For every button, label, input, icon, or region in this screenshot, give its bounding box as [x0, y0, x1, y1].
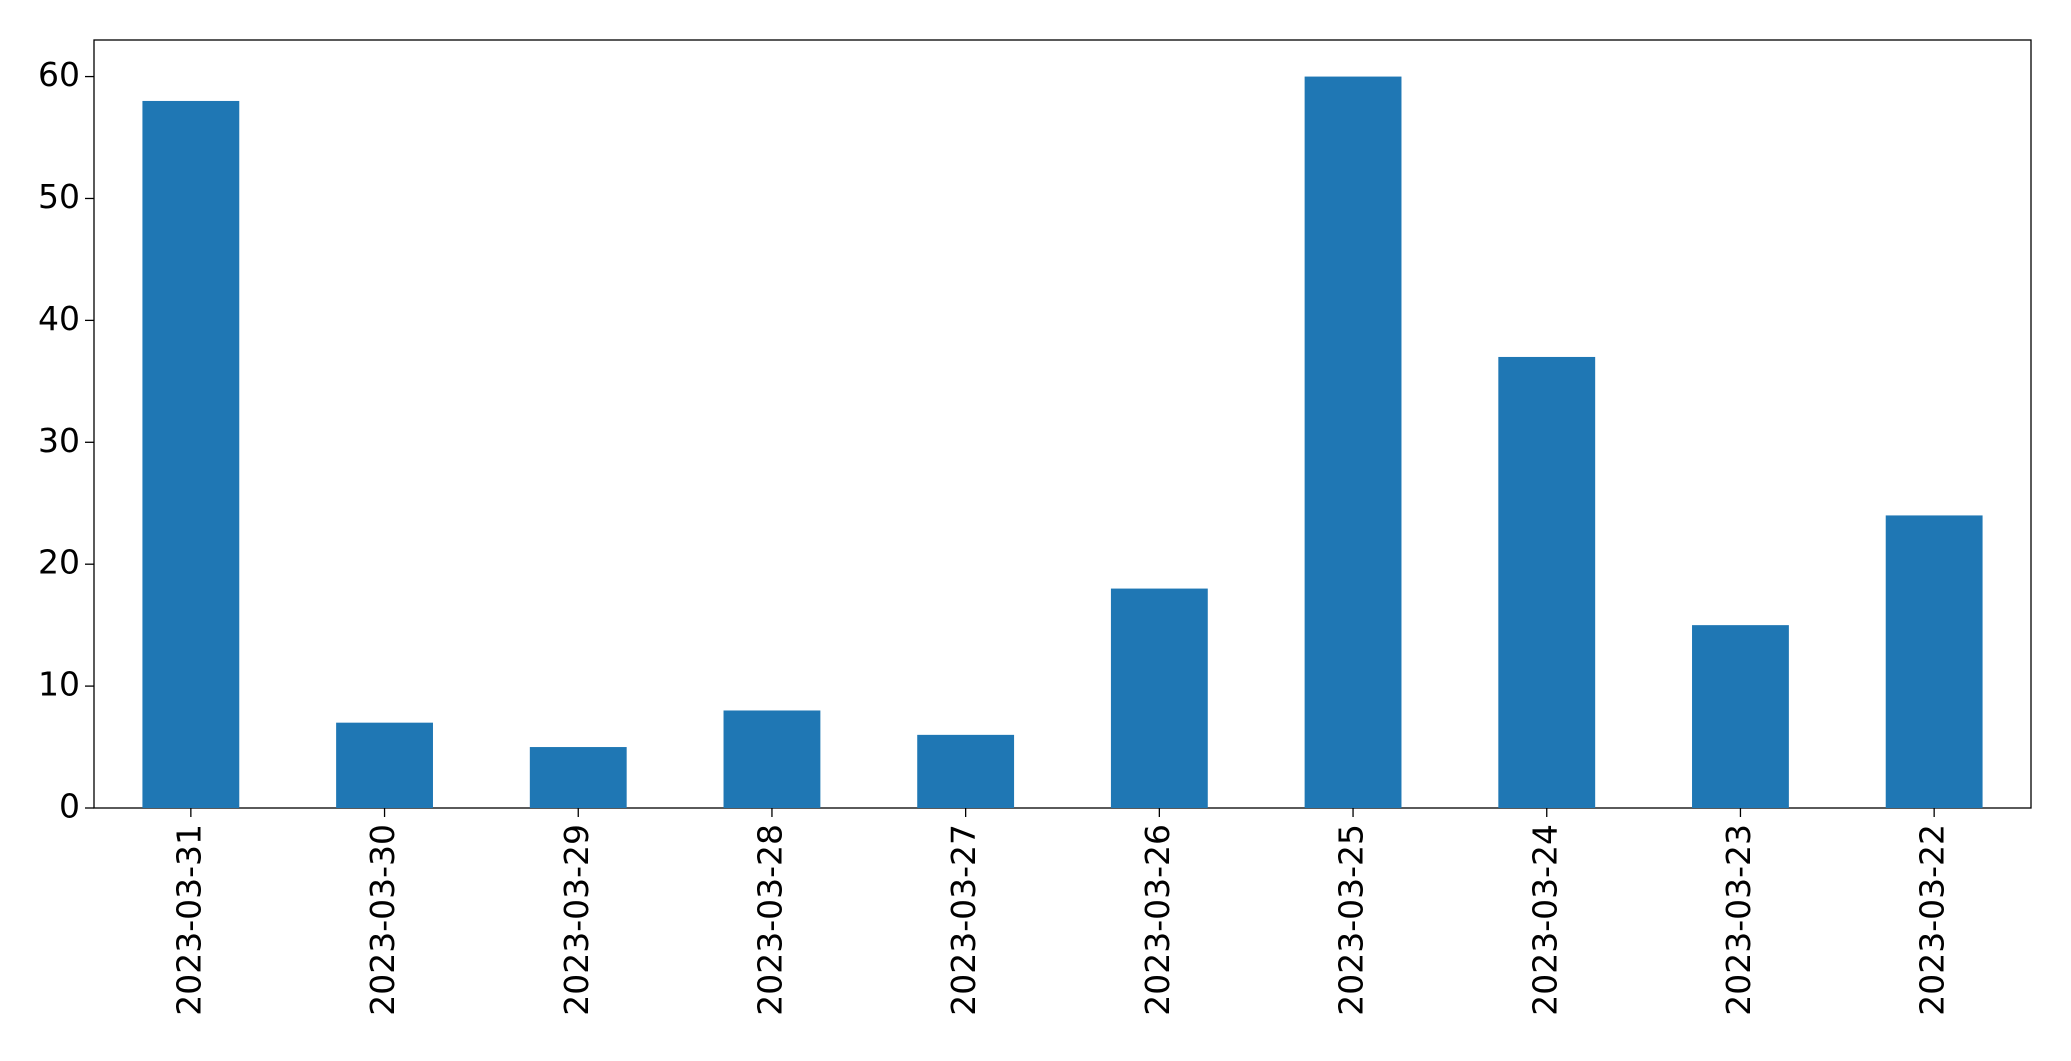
bar — [1885, 515, 1983, 808]
bar — [1304, 76, 1402, 809]
bar — [1692, 625, 1789, 808]
y-tick-label: 20 — [38, 543, 80, 582]
x-tick-label: 2023-03-26 — [1138, 824, 1177, 1016]
bar — [1110, 588, 1208, 808]
x-tick-label: 2023-03-29 — [557, 824, 596, 1016]
x-tick-label: 2023-03-22 — [1913, 824, 1952, 1016]
bar — [1498, 356, 1596, 808]
bar — [529, 747, 627, 808]
x-tick-label: 2023-03-25 — [1332, 824, 1371, 1016]
plot-frame — [93, 39, 2032, 809]
y-tick-label: 40 — [38, 299, 80, 338]
bar — [142, 100, 240, 808]
y-tick-label: 60 — [38, 55, 80, 94]
y-tick-label: 0 — [59, 787, 80, 826]
y-tick-label: 10 — [38, 665, 80, 704]
bar — [723, 710, 821, 808]
x-tick-label: 2023-03-28 — [750, 824, 789, 1016]
y-tick-label: 50 — [38, 177, 80, 216]
x-tick-label: 2023-03-27 — [944, 824, 983, 1016]
x-tick-label: 2023-03-30 — [363, 824, 402, 1016]
bar — [336, 722, 433, 808]
y-tick-label: 30 — [38, 421, 80, 460]
bar — [917, 734, 1015, 808]
x-tick-label: 2023-03-24 — [1525, 824, 1564, 1016]
x-tick-label: 2023-03-23 — [1719, 824, 1758, 1016]
x-tick-label: 2023-03-31 — [169, 824, 208, 1016]
